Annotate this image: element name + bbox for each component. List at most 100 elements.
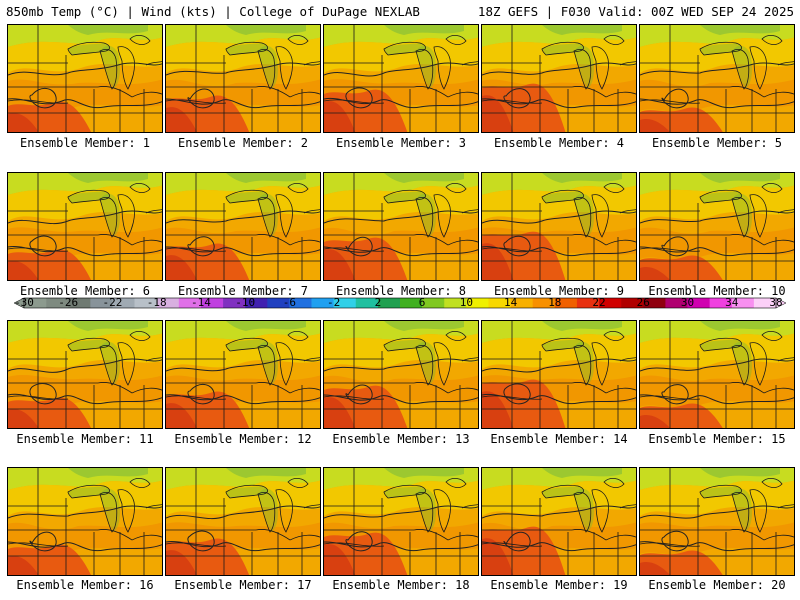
member-map-4 [482, 25, 636, 132]
colorbar-swatch [687, 298, 710, 308]
member-map-15 [640, 321, 794, 428]
colorbar-label: 10 [459, 296, 473, 309]
ensemble-panel-9 [481, 172, 637, 281]
ensemble-panel-11 [7, 320, 163, 429]
colorbar-swatch [599, 298, 622, 308]
colorbar-swatch [753, 298, 777, 308]
colorbar-swatch [90, 298, 113, 308]
ensemble-panel-13 [323, 320, 479, 429]
ensemble-panel-3 [323, 24, 479, 133]
colorbar-label: -30 [14, 296, 34, 309]
member-map-20 [640, 468, 794, 575]
ensemble-panel-19 [481, 467, 637, 576]
member-label-9: Ensemble Member: 9 [493, 284, 625, 298]
colorbar-swatch [488, 298, 511, 308]
member-label-20: Ensemble Member: 20 [648, 578, 786, 592]
member-label-8: Ensemble Member: 8 [335, 284, 467, 298]
ensemble-panel-15 [639, 320, 795, 429]
colorbar-label: 38 [769, 296, 783, 309]
colorbar-swatch [576, 298, 600, 308]
ensemble-panel-12 [165, 320, 321, 429]
colorbar-swatch [46, 298, 69, 308]
member-map-11 [8, 321, 162, 428]
colorbar-swatch [621, 298, 644, 308]
member-map-2 [166, 25, 320, 132]
colorbar-swatch [466, 298, 489, 308]
member-label-12: Ensemble Member: 12 [174, 432, 312, 446]
member-map-19 [482, 468, 636, 575]
colorbar-swatch [709, 298, 733, 308]
colorbar-swatch [731, 298, 755, 308]
member-map-6 [8, 173, 162, 280]
colorbar-swatch [422, 298, 445, 308]
colorbar-swatch [643, 298, 666, 308]
ensemble-panel-16 [7, 467, 163, 576]
member-label-18: Ensemble Member: 18 [332, 578, 470, 592]
colorbar-swatch [112, 298, 135, 308]
member-map-13 [324, 321, 478, 428]
colorbar-swatch [311, 298, 334, 308]
colorbar-swatch [333, 298, 357, 308]
colorbar-swatch [134, 298, 158, 308]
member-map-5 [640, 25, 794, 132]
member-map-12 [166, 321, 320, 428]
colorbar-swatch [245, 298, 268, 308]
ensemble-panel-20 [639, 467, 795, 576]
member-map-17 [166, 468, 320, 575]
colorbar-swatch [200, 298, 224, 308]
colorbar-label: 26 [636, 296, 650, 309]
colorbar-swatch [68, 298, 91, 308]
colorbar-swatch [289, 298, 312, 308]
member-map-8 [324, 173, 478, 280]
colorbar-label: -22 [102, 296, 123, 309]
member-map-16 [8, 468, 162, 575]
member-label-17: Ensemble Member: 17 [174, 578, 312, 592]
member-label-4: Ensemble Member: 4 [493, 136, 625, 150]
colorbar-label: 6 [418, 296, 426, 309]
colorbar-swatch [400, 298, 423, 308]
member-map-9 [482, 173, 636, 280]
colorbar-label: -26 [58, 296, 79, 309]
colorbar-swatch [665, 298, 688, 308]
colorbar-swatch [156, 298, 180, 308]
member-label-2: Ensemble Member: 2 [177, 136, 309, 150]
member-map-1 [8, 25, 162, 132]
member-label-10: Ensemble Member: 10 [648, 284, 786, 298]
colorbar-swatch [267, 298, 290, 308]
member-label-6: Ensemble Member: 6 [19, 284, 151, 298]
colorbar-label: -14 [191, 296, 211, 309]
colorbar-label: -10 [235, 296, 256, 309]
colorbar-swatch [444, 298, 467, 308]
ensemble-panel-18 [323, 467, 479, 576]
ensemble-panel-10 [639, 172, 795, 281]
colorbar-label: 30 [680, 296, 695, 309]
colorbar-label: -18 [146, 296, 167, 309]
member-label-16: Ensemble Member: 16 [16, 578, 154, 592]
colorbar-label: 14 [503, 296, 518, 309]
member-label-5: Ensemble Member: 5 [651, 136, 783, 150]
colorbar-swatch [510, 298, 534, 308]
ensemble-panel-17 [165, 467, 321, 576]
member-label-19: Ensemble Member: 19 [490, 578, 628, 592]
colorbar-swatch [24, 298, 47, 308]
colorbar-label: -2 [327, 296, 341, 309]
ensemble-panel-4 [481, 24, 637, 133]
colorbar-swatch [554, 298, 578, 308]
member-label-14: Ensemble Member: 14 [490, 432, 628, 446]
ensemble-panel-14 [481, 320, 637, 429]
colorbar-label: -6 [282, 296, 297, 309]
member-map-7 [166, 173, 320, 280]
ensemble-panel-1 [7, 24, 163, 133]
chart-title: 850mb Temp (°C) | Wind (kts) | College o… [6, 4, 420, 19]
colorbar-swatch [178, 298, 202, 308]
ensemble-panel-2 [165, 24, 321, 133]
member-map-10 [640, 173, 794, 280]
colorbar-label: 22 [592, 296, 606, 309]
member-label-1: Ensemble Member: 1 [19, 136, 151, 150]
member-label-11: Ensemble Member: 11 [16, 432, 154, 446]
member-label-7: Ensemble Member: 7 [177, 284, 309, 298]
member-label-15: Ensemble Member: 15 [648, 432, 786, 446]
ensemble-panel-6 [7, 172, 163, 281]
ensemble-panel-7 [165, 172, 321, 281]
colorbar-label: 34 [725, 296, 739, 309]
